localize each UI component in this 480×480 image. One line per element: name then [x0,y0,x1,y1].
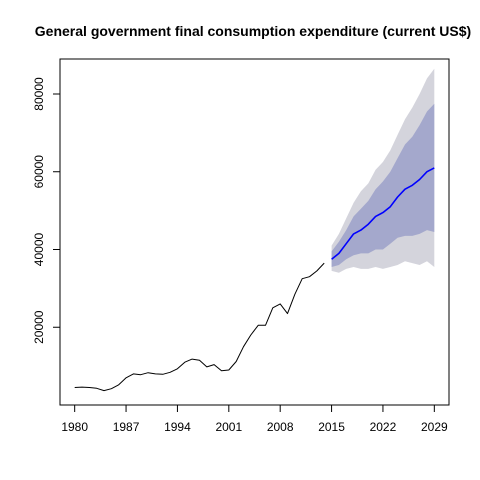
x-axis: 1980 1987 1994 2001 2008 2015 2022 2029 [61,404,448,434]
x-tick-label: 1987 [113,420,140,434]
y-axis: 20000 40000 60000 80000 [32,77,61,344]
forecast-bands [331,68,435,273]
x-tick-label: 2029 [421,420,448,434]
y-tick-label: 60000 [32,155,46,189]
y-tick-label: 20000 [32,310,46,344]
y-tick-label: 80000 [32,77,46,111]
chart-title: General government final consumption exp… [35,23,471,39]
x-tick-label: 2001 [215,420,242,434]
x-tick-label: 2022 [370,420,397,434]
historical-series-line [74,262,325,392]
x-tick-label: 2008 [267,420,294,434]
x-tick-label: 2015 [318,420,345,434]
y-tick-label: 40000 [32,232,46,266]
x-tick-label: 1994 [164,420,191,434]
inner-interval-band [331,103,435,267]
series-lines [74,167,435,392]
forecast-series-line [331,167,435,260]
x-tick-label: 1980 [61,420,88,434]
